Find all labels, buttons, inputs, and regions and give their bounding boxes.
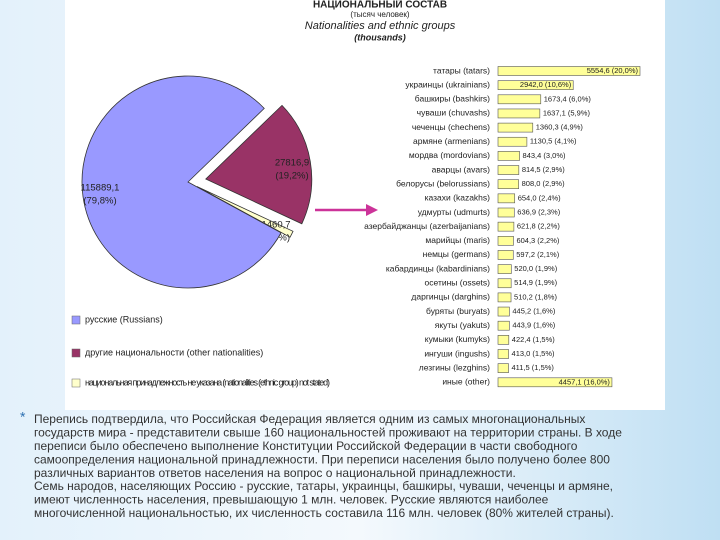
bar-value: 443,9 (1,6%) [512, 321, 555, 330]
pie-slice [205, 104, 313, 225]
bar-value: 621,8 (2,2%) [517, 222, 560, 231]
bar-value: 510,2 (1,8%) [514, 292, 557, 301]
slice-percent: (19,2%) [275, 171, 308, 182]
bar [497, 363, 509, 373]
bar [497, 250, 514, 260]
pie-slice [196, 186, 294, 238]
bar-value: 4457,1 (16,0%) [559, 377, 611, 386]
arrow-head [366, 204, 378, 216]
title: НАЦИОНАЛЬНЫЙ СОСТАВ [313, 0, 447, 11]
bar-value: 1130,5 (4,1%) [530, 137, 577, 146]
bar [497, 94, 542, 105]
bar-value: 597,2 (2,1%) [516, 250, 559, 259]
bar [497, 306, 510, 317]
bar-label: аварцы (avars) [432, 164, 491, 174]
bar [497, 80, 574, 90]
legend-label: национальная принадлежность не указана (… [85, 377, 330, 387]
bar [497, 193, 516, 204]
bar-label: ингуши (ingushs) [424, 348, 490, 358]
bar-label: азербайджанцы (azerbaijanians) [364, 221, 490, 231]
bar-label: белорусы (belorussians) [396, 178, 490, 188]
unit: (тысяч человек) [350, 10, 409, 19]
bar-value: 520,0 (1,9%) [514, 264, 557, 273]
bar-value: 5554,6 (20,0%) [587, 66, 639, 75]
bar [497, 377, 613, 388]
bar [497, 122, 534, 133]
bar-label: татары (tatars) [433, 65, 490, 75]
bar-label: кабардинцы (kabardinians) [386, 263, 490, 273]
bar-label: башкиры (bashkirs) [415, 94, 490, 104]
bar-value: 636,9 (2,3%) [517, 207, 560, 216]
bar [497, 236, 514, 246]
bar-label: удмурты (udmurts) [418, 207, 490, 217]
bar [497, 207, 515, 218]
bar [497, 179, 519, 189]
bar [497, 151, 520, 161]
bar-value: 1637,1 (5,9%) [543, 108, 591, 117]
bullet: * [20, 409, 26, 425]
bar-label: кумыки (kumyks) [425, 334, 490, 344]
bar [497, 264, 512, 274]
legend-label: русские (Russians) [85, 314, 163, 324]
bar-value: 654,0 (2,4%) [518, 193, 561, 202]
unit-en: (thousands) [354, 32, 406, 42]
bar [497, 292, 512, 303]
caption-line: различных вариантов ответов населения на… [34, 466, 516, 480]
bar-value: 2942,0 (10,6%) [520, 80, 572, 89]
bar-value: 604,3 (2,2%) [516, 236, 559, 245]
bar-label: армяне (armenians) [413, 136, 490, 146]
bar [497, 165, 520, 175]
bar-value: 422,4 (1,5%) [512, 335, 555, 344]
caption-line: самоопределения национальной принадлежно… [34, 452, 610, 466]
bar [497, 349, 509, 359]
caption-line: переписи было обеспечено выполнение Конс… [34, 439, 578, 453]
caption-line: Перепись подтвердила, что Российская Фед… [34, 412, 585, 426]
bar-label: немцы (germans) [423, 249, 491, 259]
bar-value: 808,0 (2,9%) [522, 179, 565, 188]
bar-label: осетины (ossets) [425, 278, 491, 288]
bar-value: 413,0 (1,5%) [512, 349, 555, 358]
bar-value: 1673,4 (6,0%) [544, 94, 592, 103]
bar-label: украинцы (ukrainians) [405, 79, 490, 89]
bar [497, 66, 641, 76]
bar [497, 221, 515, 232]
legend-swatch [71, 315, 81, 325]
legend-swatch [71, 348, 81, 358]
bar-label: якуты (yakuts) [435, 320, 490, 330]
bar [497, 335, 510, 345]
bar-label: мордва (mordovians) [409, 150, 490, 160]
caption-line: имеют численность населения, превышающую… [34, 493, 549, 507]
bar-label: казахи (kazakhs) [425, 193, 491, 203]
slice-value: 115889,1 [81, 183, 120, 194]
caption-line: многочисленной национальностью, их числе… [34, 506, 614, 520]
slice-value: 1460,7 [261, 220, 290, 231]
bar-label: чеченцы (chechens) [412, 122, 490, 132]
bar-label: лезгины (lezghins) [419, 362, 490, 372]
bar-value: 445,2 (1,6%) [512, 307, 555, 316]
bar-value: 843,4 (3,0%) [523, 151, 566, 160]
bar-value: 411,5 (1,5%) [512, 363, 555, 372]
bar-label: иные (other) [442, 377, 490, 387]
slice-value: 27816,9 [275, 158, 309, 169]
bar [497, 136, 528, 147]
bar [497, 320, 510, 331]
bar-value: 814,5 (2,9%) [522, 165, 565, 174]
bar [497, 108, 541, 119]
bar-value: 514,9 (1,9%) [514, 278, 557, 287]
bar [497, 278, 512, 289]
legend-label: другие национальности (other nationaliti… [85, 347, 263, 357]
bar-label: буряты (buryats) [426, 306, 490, 316]
bar-value: 1360,3 (4,9%) [536, 123, 584, 132]
title-en: Nationalities and ethnic groups [305, 20, 456, 32]
slice-percent: (79,8%) [83, 196, 116, 207]
bar-label: даргинцы (darghins) [411, 292, 490, 302]
caption-line: Семь народов, населяющих Россию - русски… [34, 479, 613, 493]
pie-slice [81, 75, 282, 289]
caption-line: государств мира - представители свыше 16… [34, 426, 622, 440]
legend-swatch [71, 378, 81, 388]
bar-label: марийцы (maris) [425, 235, 490, 245]
bar-label: чуваши (chuvashs) [417, 108, 490, 118]
